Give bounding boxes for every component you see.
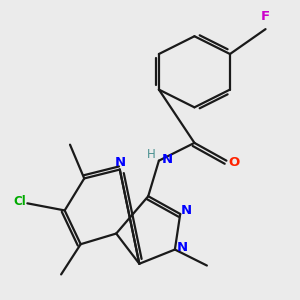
Text: N: N [162,154,173,166]
Text: F: F [261,10,270,23]
Text: N: N [115,156,126,169]
Text: O: O [229,156,240,169]
Text: H: H [147,148,156,161]
Text: N: N [176,241,188,254]
Text: N: N [181,204,192,217]
Text: Cl: Cl [13,195,26,208]
